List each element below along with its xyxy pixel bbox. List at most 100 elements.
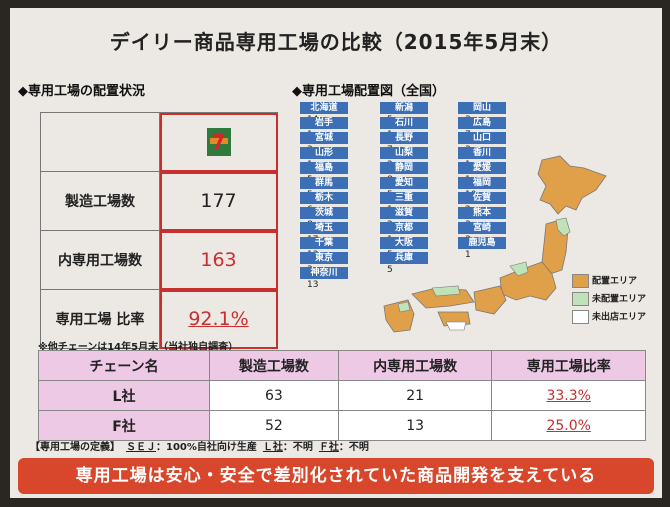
chain-dedicated: 21 (337, 380, 493, 411)
prefecture-item: 山形1 (300, 147, 348, 170)
definition-f-text: ：不明 (338, 442, 369, 453)
map-kochi-unserved (445, 321, 467, 331)
chain-factories: 52 (209, 410, 339, 441)
summary-label-dedicated: 内専用工場数 (40, 230, 160, 290)
chain-dedicated: 13 (337, 410, 493, 441)
prefecture-item: 千葉13 (300, 237, 348, 260)
prefecture-count: 5 (387, 265, 393, 275)
summary-corner-cell (40, 112, 160, 172)
legend-swatch (572, 310, 589, 324)
map-legend: 配置エリア未配置エリア未出店エリア (572, 274, 646, 328)
prefecture-item: 山口3 (458, 132, 506, 155)
prefecture-item: 岩手1 (300, 117, 348, 140)
table-row: L社 63 21 33.3% (38, 380, 646, 411)
definition-sej-text: ：100%自社向け生産 (156, 442, 257, 453)
prefecture-name: 佐賀 (458, 192, 506, 204)
chain-factories: 63 (209, 380, 339, 411)
comparison-table: チェーン名 製造工場数 内専用工場数 専用工場比率 L社 63 21 33.3%… (38, 350, 646, 441)
prefecture-item: 広島7 (458, 117, 506, 140)
header-chain-name: チェーン名 (38, 350, 210, 381)
map-hokkaido (537, 155, 607, 215)
definition-l-text: ：不明 (282, 442, 313, 453)
prefecture-name: 岩手 (300, 117, 348, 129)
definition-l-name: Ｌ社 (262, 442, 283, 453)
definition-line: 【専用工場の定義】 ＳＥＪ：100%自社向け生産 Ｌ社：不明 Ｆ社：不明 (30, 438, 369, 453)
summary-label-ratio: 専用工場 比率 (40, 289, 160, 349)
prefecture-item: 北海道14 (300, 102, 348, 125)
section-heading-layout: ◆専用工場の配置状況 (18, 84, 145, 99)
summary-value-factories: 177 (159, 171, 278, 231)
prefecture-item: 埼玉17 (300, 222, 348, 245)
prefecture-name: 熊本 (458, 207, 506, 219)
prefecture-item: 茨城8 (300, 207, 348, 230)
page-title: デイリー商品専用工場の比較（2015年5月末） (109, 30, 563, 54)
prefecture-name: 石川 (380, 117, 428, 129)
legend-item: 未配置エリア (572, 292, 646, 310)
prefecture-name: 愛知 (380, 177, 428, 189)
prefecture-item: 岡山3 (458, 102, 506, 125)
prefecture-count: 13 (307, 280, 319, 290)
prefecture-name: 兵庫 (380, 252, 428, 264)
prefecture-name: 広島 (458, 117, 506, 129)
prefecture-name: 愛媛 (458, 162, 506, 174)
definition-label: 【専用工場の定義】 (30, 442, 120, 453)
prefecture-item: 福島5 (300, 162, 348, 185)
legend-label: 配置エリア (592, 276, 638, 287)
prefecture-item: 長野7 (380, 132, 428, 155)
prefecture-count: 1 (465, 250, 471, 260)
legend-item: 配置エリア (572, 274, 646, 292)
conclusion-banner: 専用工場は安心・安全で差別化されていた商品開発を支えている (18, 458, 654, 494)
slide: デイリー商品専用工場の比較（2015年5月末） ◆専用工場の配置状況 ◆専用工場… (10, 8, 662, 498)
prefecture-name: 長野 (380, 132, 428, 144)
prefecture-name: 京都 (380, 222, 428, 234)
prefecture-item: 兵庫5 (380, 252, 428, 275)
prefecture-name: 千葉 (300, 237, 348, 249)
summary-value-ratio: 92.1% (159, 289, 278, 349)
prefecture-name: 栃木 (300, 192, 348, 204)
map-sanin-unplaced (431, 285, 461, 297)
prefecture-name: 岡山 (458, 102, 506, 114)
prefecture-name: 大阪 (380, 237, 428, 249)
prefecture-name: 山口 (458, 132, 506, 144)
prefecture-item: 栃木6 (300, 192, 348, 215)
prefecture-name: 鹿児島 (458, 237, 506, 249)
japan-map (383, 155, 607, 333)
prefecture-name: 宮城 (300, 132, 348, 144)
section-heading-map: ◆専用工場配置図（全国） (292, 84, 445, 99)
prefecture-name: 茨城 (300, 207, 348, 219)
prefecture-name: 群馬 (300, 177, 348, 189)
prefecture-name: 山形 (300, 147, 348, 159)
prefecture-name: 福岡 (458, 177, 506, 189)
prefecture-name: 香川 (458, 147, 506, 159)
legend-swatch (572, 292, 589, 306)
prefecture-name: 埼玉 (300, 222, 348, 234)
header-factories: 製造工場数 (209, 350, 339, 381)
prefecture-item: 神奈川13 (300, 267, 348, 290)
prefecture-item: 宮城3 (300, 132, 348, 155)
definition-f-name: Ｆ社 (318, 442, 339, 453)
prefecture-name: 新潟 (380, 102, 428, 114)
summary-label-factories: 製造工場数 (40, 171, 160, 231)
chain-name: L社 (38, 380, 210, 411)
survey-note: ※他チェーンは14年5月末（当社独自調査） (38, 342, 239, 353)
header-dedicated: 内専用工場数 (337, 350, 493, 381)
prefecture-name: 東京 (300, 252, 348, 264)
summary-table: 7 製造工場数 177 内専用工場数 163 専用工場 比率 92.1% (40, 112, 278, 349)
prefecture-name: 三重 (380, 192, 428, 204)
prefecture-item: 鹿児島1 (458, 237, 506, 260)
prefecture-item: 東京3 (300, 252, 348, 275)
prefecture-name: 静岡 (380, 162, 428, 174)
chain-name: F社 (38, 410, 210, 441)
prefecture-item: 群馬5 (300, 177, 348, 200)
summary-value-dedicated: 163 (159, 230, 278, 290)
legend-item: 未出店エリア (572, 310, 646, 328)
header-ratio: 専用工場比率 (491, 350, 646, 381)
definition-sej-name: ＳＥＪ (126, 442, 156, 453)
seven-eleven-logo-icon: 7 (206, 128, 231, 156)
prefecture-name: 宮崎 (458, 222, 506, 234)
prefecture-name: 北海道 (300, 102, 348, 114)
legend-label: 未出店エリア (592, 312, 647, 323)
prefecture-item: 石川1 (380, 117, 428, 140)
map-kanto-chubu (499, 261, 557, 301)
map-tohoku-unplaced (555, 217, 571, 237)
